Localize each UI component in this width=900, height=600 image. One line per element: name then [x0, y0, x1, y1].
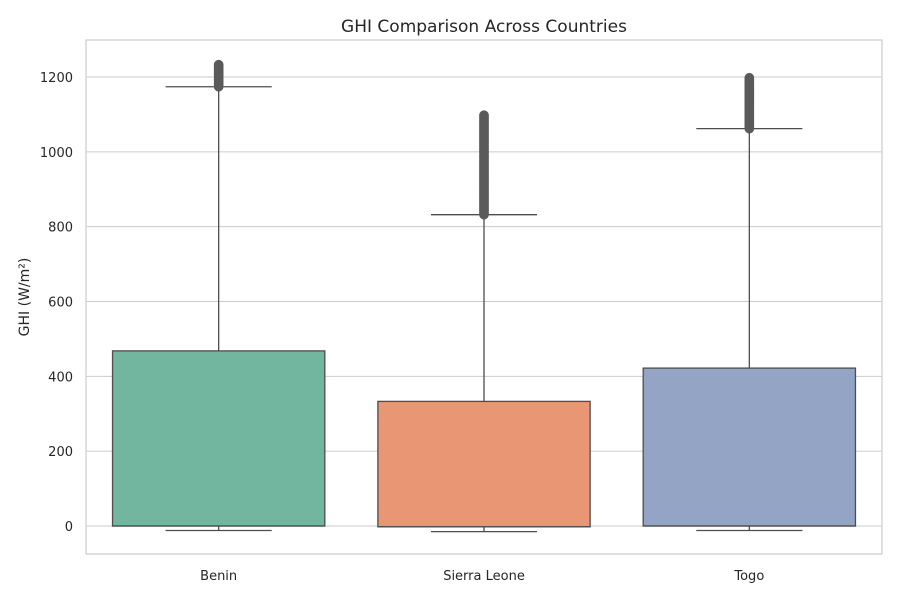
y-tick-label-600: 600 [48, 296, 73, 311]
y-tick-label-200: 200 [48, 445, 73, 460]
iqr-box-benin [111, 350, 326, 527]
y-tick-label-400: 400 [48, 370, 73, 385]
box-togo [642, 72, 857, 532]
y-tick-labels: 0 200 400 600 800 1000 1200 [40, 71, 73, 535]
y-tick-label-800: 800 [48, 221, 73, 236]
x-tick-label-benin: Benin [200, 569, 237, 584]
outlier-point [744, 72, 755, 83]
plot-frame [85, 39, 883, 555]
outliers-togo [744, 72, 755, 134]
outlier-point [479, 110, 489, 121]
box-sierra-leone [377, 110, 591, 533]
iqr-box-togo [642, 367, 857, 527]
y-tick-label-1200: 1200 [40, 71, 73, 86]
y-tick-label-0: 0 [65, 520, 73, 535]
y-axis-label: GHI (W/m²) [17, 258, 33, 337]
box-benin [111, 59, 326, 532]
x-tick-labels: Benin Sierra Leone Togo [200, 569, 764, 584]
outliers-sierra-leone [479, 110, 489, 220]
boxes [111, 59, 857, 533]
iqr-box-sierra-leone [377, 400, 591, 528]
x-tick-label-sierra-leone: Sierra Leone [443, 569, 525, 584]
x-tick-label-togo: Togo [733, 569, 764, 584]
chart-title: GHI Comparison Across Countries [341, 17, 627, 37]
y-tick-label-1000: 1000 [40, 146, 73, 161]
outliers-benin [213, 59, 224, 92]
outlier-point [213, 59, 224, 70]
